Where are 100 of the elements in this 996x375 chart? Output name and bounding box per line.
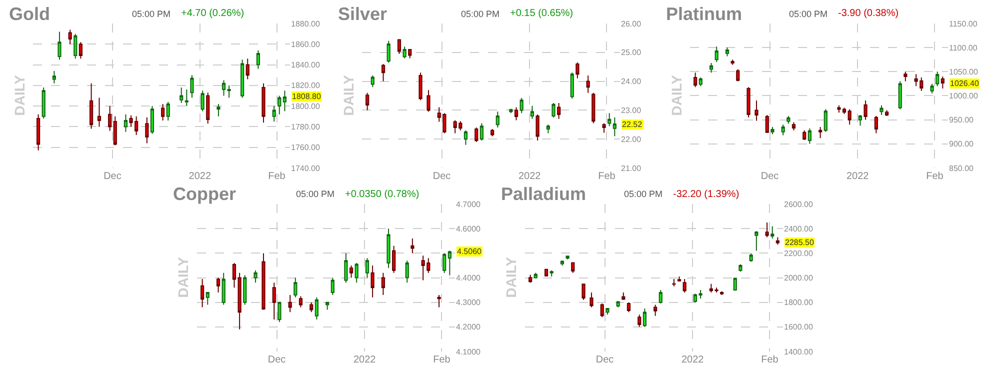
candlestick xyxy=(344,252,348,284)
candlestick xyxy=(802,130,806,141)
candlestick xyxy=(42,86,46,119)
candlestick xyxy=(97,97,102,128)
y-tick-label: 4.2000 xyxy=(456,322,482,332)
candlestick xyxy=(442,252,446,274)
text: 05:00 PM xyxy=(461,9,500,19)
annotation: 22.52 xyxy=(622,120,643,129)
x-tick-label: 2022 xyxy=(681,354,704,366)
candlestick xyxy=(298,296,303,308)
candlestick xyxy=(405,260,409,284)
candlestick xyxy=(792,122,796,131)
candlestick xyxy=(874,115,878,134)
candlestick xyxy=(818,126,822,139)
candlestick xyxy=(552,102,556,118)
x-tick-label: Feb xyxy=(433,354,451,366)
candlestick xyxy=(314,296,318,320)
candlestick xyxy=(638,314,642,328)
candlestick xyxy=(606,308,610,316)
candlestick xyxy=(546,124,550,134)
y-tick-label: 1400.00 xyxy=(784,347,814,356)
candlestick xyxy=(480,122,484,142)
candlestick xyxy=(243,274,247,306)
candlestick xyxy=(590,292,594,308)
candlestick xyxy=(262,82,266,124)
candlestick xyxy=(381,272,385,296)
candlestick xyxy=(310,302,314,313)
y-tick-label: 21.00 xyxy=(621,164,642,173)
x-tick-label: Dec xyxy=(432,170,451,182)
y-tick-label: 23.00 xyxy=(621,106,642,115)
candlestick xyxy=(246,58,250,80)
candlestick xyxy=(150,106,154,134)
candlestick xyxy=(206,92,210,124)
chart-title: Copper xyxy=(173,184,236,204)
y-tick-label: 2400.00 xyxy=(784,224,814,234)
candlestick xyxy=(124,114,128,132)
candlestick xyxy=(930,83,934,94)
x-tick-label: 2022 xyxy=(846,170,870,182)
candlestick xyxy=(672,278,676,287)
x-tick-label: 2022 xyxy=(188,170,212,182)
candlestick xyxy=(738,264,742,272)
y-tick-label: 1000.00 xyxy=(949,92,978,101)
candlestick xyxy=(294,277,298,298)
candlestick xyxy=(272,282,276,320)
candlestick xyxy=(52,70,56,84)
text: -32.20 (1.39%) xyxy=(673,189,740,200)
candlestick xyxy=(145,116,149,144)
candlestick xyxy=(161,104,165,122)
candlestick xyxy=(240,59,244,98)
y-tick-label: 22.00 xyxy=(621,134,642,144)
candlestick xyxy=(936,71,940,87)
candlestick xyxy=(885,110,889,116)
candlestick xyxy=(658,290,662,304)
candlestick xyxy=(448,250,452,276)
candlestick xyxy=(386,40,390,64)
annotation: 1808.80 xyxy=(292,92,322,101)
y-tick-label: 4.1000 xyxy=(456,347,482,356)
text: 05:00 PM xyxy=(132,9,171,19)
candlestick xyxy=(256,50,260,70)
text: +0.15 (0.65%) xyxy=(510,8,574,19)
candlestick xyxy=(904,71,908,82)
candlestick xyxy=(622,292,626,300)
candlestick xyxy=(592,92,596,124)
candlestick xyxy=(437,294,441,308)
candlestick xyxy=(602,122,606,134)
candlestick xyxy=(694,72,698,88)
candlestick xyxy=(642,308,646,328)
candlestick xyxy=(392,245,396,274)
candlestick xyxy=(190,74,194,98)
candlestick xyxy=(288,294,292,313)
candlestick xyxy=(824,108,828,132)
candlestick xyxy=(78,42,82,60)
candlestick xyxy=(370,75,374,88)
candlestick xyxy=(626,302,631,313)
candlestick xyxy=(282,90,286,112)
y-tick-label: 24.00 xyxy=(621,77,642,86)
candlestick xyxy=(222,272,226,306)
annotation: 1026.40 xyxy=(950,79,980,88)
candlestick xyxy=(864,100,868,120)
y-tick-label: 26.00 xyxy=(621,19,642,28)
text: 05:00 PM xyxy=(624,189,663,199)
candlestick xyxy=(354,262,358,284)
candlestick xyxy=(770,126,774,135)
candlestick xyxy=(216,277,220,294)
y-tick-label: 4.3000 xyxy=(456,298,482,308)
candlestick xyxy=(560,260,564,266)
x-tick-label: 2022 xyxy=(518,170,542,182)
candlestick xyxy=(786,115,790,124)
candlestick xyxy=(514,106,518,121)
y-tick-label: 1800.00 xyxy=(291,102,320,111)
candlestick xyxy=(166,101,170,122)
candlestick xyxy=(736,68,740,82)
candlestick xyxy=(898,80,902,110)
candlestick xyxy=(536,114,540,142)
y-tick-label: 1880.00 xyxy=(291,19,320,28)
candlestick xyxy=(206,292,210,306)
x-tick-label: Feb xyxy=(926,170,944,182)
candlestick xyxy=(36,114,40,151)
candlestick xyxy=(880,104,884,116)
y-tick-label: 4.7000 xyxy=(456,200,482,209)
